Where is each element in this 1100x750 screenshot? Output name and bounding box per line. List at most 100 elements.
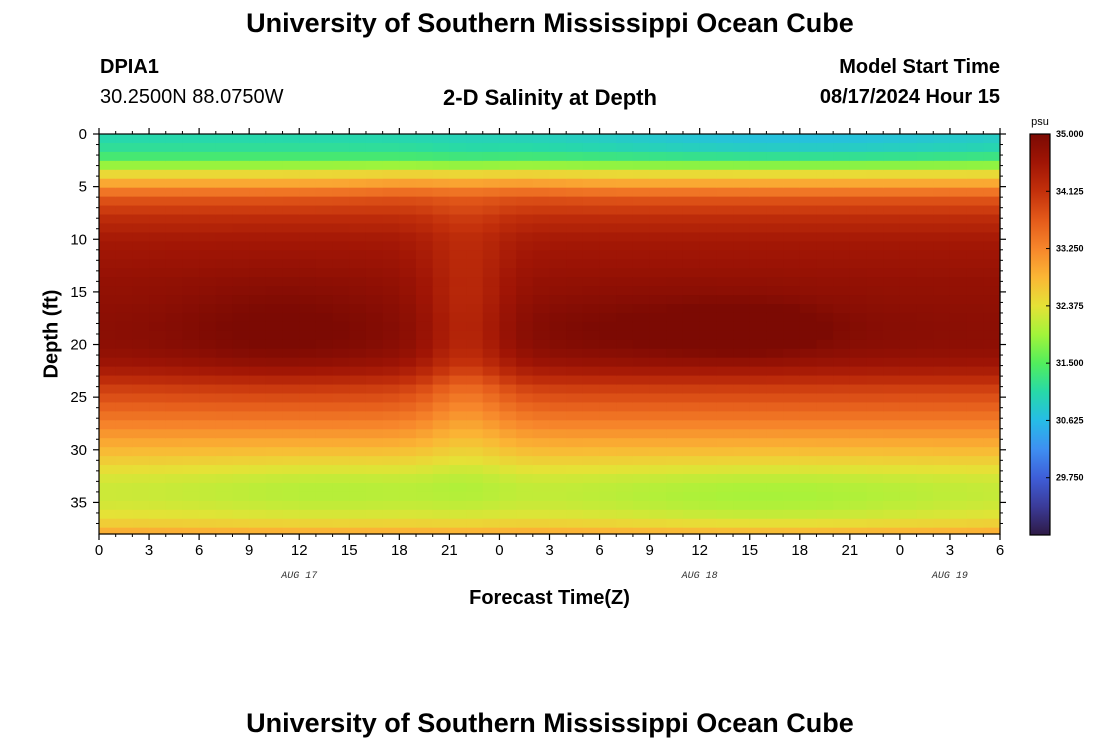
x-tick-label: 6 (195, 542, 203, 559)
heatmap-cell (482, 429, 501, 439)
heatmap-cell (616, 339, 634, 350)
heatmap-cell (299, 241, 317, 251)
heatmap-cell (115, 518, 133, 529)
heatmap-cell (783, 465, 801, 475)
heatmap-cell (349, 357, 367, 368)
heatmap-cell (416, 384, 434, 395)
heatmap-cell (933, 474, 951, 484)
heatmap-cell (632, 169, 651, 180)
heatmap-cell (482, 178, 501, 189)
heatmap-cell (349, 286, 367, 296)
heatmap-cell (833, 232, 851, 242)
heatmap-cell (449, 482, 467, 493)
heatmap-cell (315, 223, 334, 234)
heatmap-cell (332, 509, 350, 520)
heatmap-cell (766, 277, 784, 287)
colorbar-tick-label: 31.500 (1056, 358, 1084, 368)
heatmap-cell (282, 509, 300, 520)
heatmap-cell (632, 268, 651, 278)
heatmap-cell (682, 160, 701, 171)
heatmap-cell (516, 429, 534, 439)
heatmap-cell (416, 151, 434, 162)
heatmap-cell (966, 420, 984, 430)
heatmap-cell (883, 268, 901, 278)
heatmap-cell (382, 474, 400, 484)
heatmap-cell (365, 259, 384, 269)
heatmap-cell (799, 411, 818, 421)
heatmap-cell (682, 474, 701, 484)
heatmap-cell (966, 223, 984, 234)
heatmap-cell (733, 223, 751, 234)
heatmap-cell (616, 509, 634, 520)
heatmap-cell (399, 205, 417, 216)
heatmap-cell (482, 134, 501, 144)
heatmap-cell (783, 330, 801, 341)
heatmap-cell (132, 465, 150, 475)
heatmap-cell (199, 142, 217, 153)
heatmap-cell (899, 366, 918, 377)
heatmap-cell (816, 321, 834, 332)
heatmap-cell (933, 178, 951, 189)
heatmap-cell (783, 474, 801, 484)
heatmap-cell (382, 312, 400, 323)
heatmap-cell (182, 491, 200, 502)
heatmap-cell (699, 312, 717, 323)
heatmap-cell (566, 160, 584, 171)
heatmap-cell (282, 178, 300, 189)
heatmap-cell (315, 286, 334, 296)
heatmap-cell (766, 259, 784, 269)
heatmap-cell (682, 259, 701, 269)
heatmap-cell (966, 295, 984, 305)
heatmap-cell (265, 474, 284, 484)
heatmap-cell (833, 151, 851, 162)
heatmap-cell (966, 187, 984, 198)
heatmap-cell (365, 214, 384, 225)
heatmap-cell (499, 223, 517, 234)
heatmap-cell (365, 447, 384, 457)
heatmap-cell (816, 456, 834, 466)
heatmap-cell (165, 259, 184, 269)
heatmap-cell (149, 366, 167, 377)
heatmap-cell (649, 438, 667, 448)
heatmap-cell (916, 241, 934, 251)
heatmap-cell (349, 205, 367, 216)
heatmap-cell (749, 339, 768, 350)
heatmap-cell (249, 509, 267, 520)
heatmap-cell (666, 160, 684, 171)
heatmap-cell (432, 142, 450, 153)
heatmap-cell (799, 196, 818, 207)
heatmap-cell (666, 250, 684, 260)
heatmap-cell (149, 187, 167, 198)
heatmap-cell (199, 339, 217, 350)
heatmap-cell (115, 187, 133, 198)
heatmap-cell (749, 330, 768, 341)
heatmap-cell (449, 402, 467, 412)
heatmap-cell (566, 393, 584, 404)
heatmap-cell (99, 142, 117, 153)
heatmap-cell (182, 160, 200, 171)
heatmap-cell (766, 348, 784, 359)
heatmap-cell (265, 268, 284, 278)
heatmap-cell (165, 134, 184, 144)
heatmap-cell (499, 402, 517, 412)
heatmap-cell (165, 438, 184, 448)
heatmap-cell (516, 384, 534, 395)
heatmap-cell (849, 321, 868, 332)
heatmap-cell (282, 277, 300, 287)
heatmap-cell (983, 178, 1001, 189)
heatmap-cell (382, 429, 400, 439)
heatmap-cell (416, 268, 434, 278)
heatmap-cell (399, 482, 417, 493)
heatmap-cell (532, 259, 551, 269)
heatmap-cell (599, 312, 617, 323)
heatmap-cell (149, 232, 167, 242)
heatmap-cell (99, 438, 117, 448)
heatmap-cell (365, 420, 384, 430)
x-tick-label: 3 (145, 542, 153, 559)
heatmap-cell (132, 312, 150, 323)
heatmap-cell (532, 509, 551, 520)
heatmap-cell (199, 321, 217, 332)
heatmap-cell (315, 169, 334, 180)
heatmap-cell (132, 304, 150, 314)
heatmap-cell (933, 348, 951, 359)
